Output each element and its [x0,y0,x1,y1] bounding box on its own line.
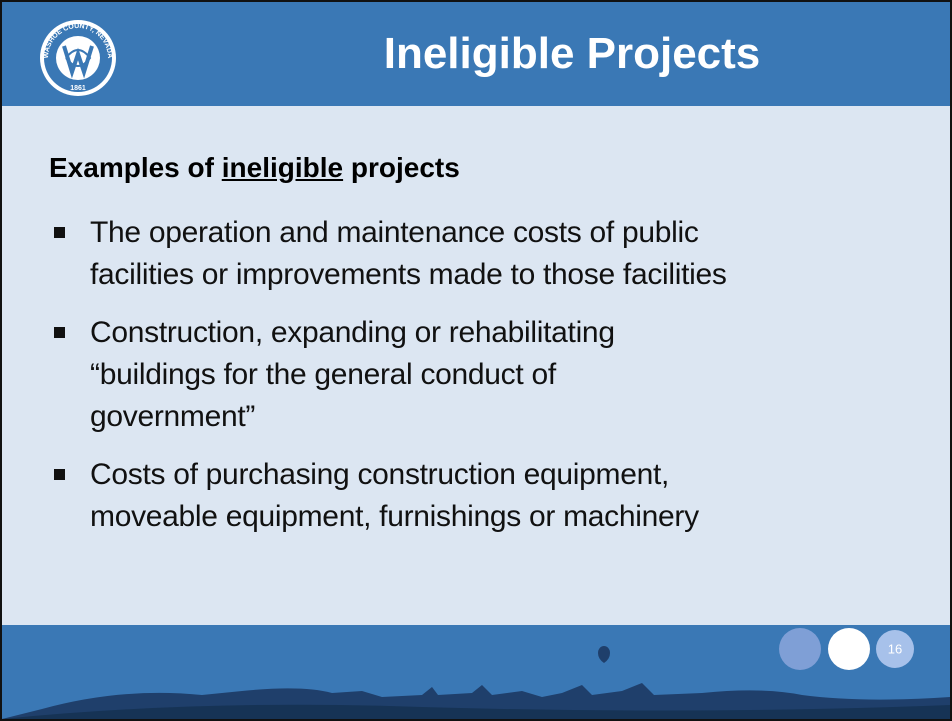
bullet-marker [54,469,65,480]
bullet-line: Costs of purchasing construction equipme… [50,454,699,496]
bullet-marker [54,227,65,238]
bullet: Costs of purchasing construction equipme… [50,454,699,538]
bullet-line: facilities or improvements made to those… [50,254,727,296]
logo-year: 1861 [70,85,86,92]
bullet-line: “buildings for the general conduct of [50,354,615,396]
bullet: Construction, expanding or rehabilitatin… [50,312,615,438]
heading-text: projects [343,152,460,183]
body-heading: Examples of ineligible projects [49,152,460,184]
bullet-line: moveable equipment, furnishings or machi… [50,496,699,538]
header-bar: WASHOE COUNTY, NEVADA 1861 Ineligible Pr… [2,2,950,106]
slide: WASHOE COUNTY, NEVADA 1861 Ineligible Pr… [0,0,952,721]
logo: WASHOE COUNTY, NEVADA 1861 [22,2,132,106]
heading-emphasis: ineligible [222,152,343,183]
bullet: The operation and maintenance costs of p… [50,212,727,296]
bullet-marker [54,327,65,338]
heading-text: Examples of [49,152,222,183]
bullet-line: Construction, expanding or rehabilitatin… [50,312,615,354]
bullet-line: The operation and maintenance costs of p… [50,212,727,254]
bullet-line: government” [50,396,615,438]
footer-bar: 16 [2,625,950,719]
page-number: 16 [888,641,902,656]
slide-title: Ineligible Projects [182,28,952,80]
footer-art: 16 [2,625,950,719]
